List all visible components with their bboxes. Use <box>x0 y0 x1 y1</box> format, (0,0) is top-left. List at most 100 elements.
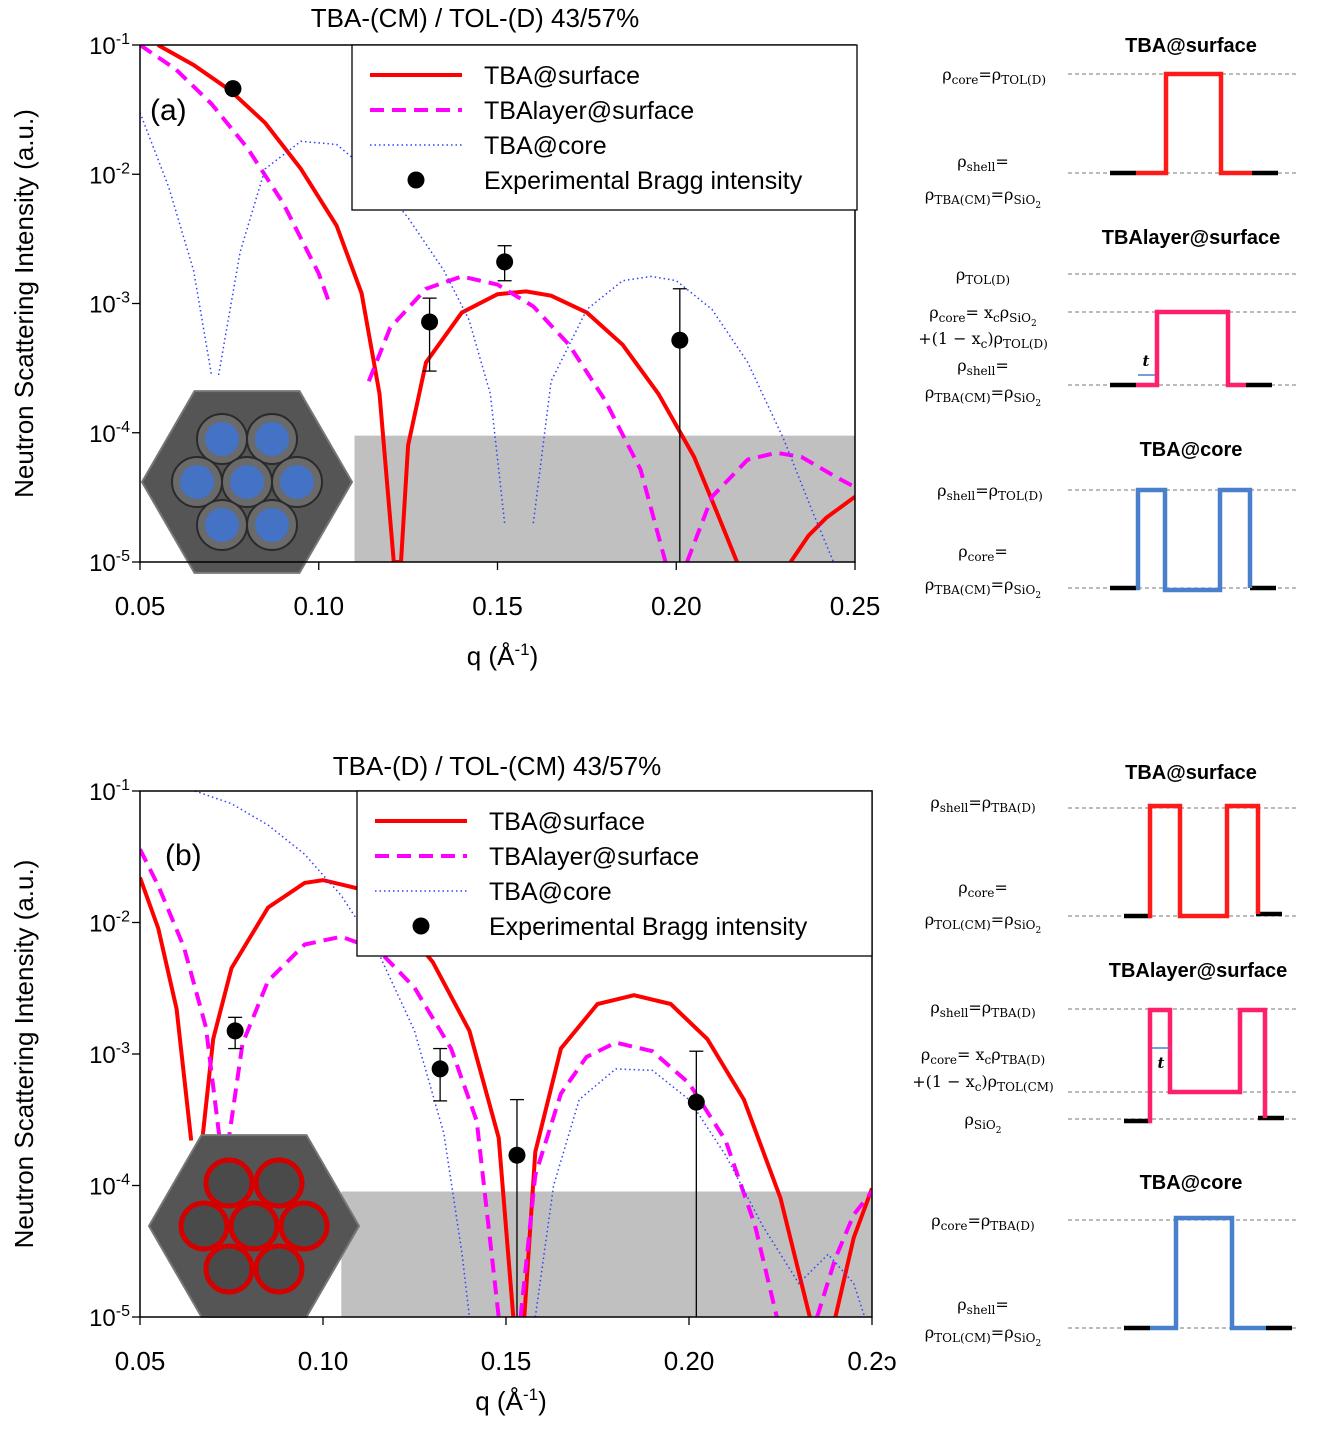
panel-label: (a) <box>150 94 187 127</box>
x-tick-label: 0.20 <box>664 1346 715 1376</box>
shaded-region <box>354 435 855 562</box>
pore-core <box>280 465 314 499</box>
x-axis-label: q (Å-1) <box>475 1385 546 1416</box>
pore-core <box>255 422 289 456</box>
x-tick-label: 0.25 <box>830 591 881 621</box>
y-axis-label: Neutron Scattering Intensity (a.u.) <box>9 109 39 498</box>
legend-box <box>356 790 873 957</box>
legend-swatch-point <box>407 171 425 189</box>
density-label: ρshell=ρTOL(D) <box>937 481 1043 503</box>
data-point <box>224 80 242 98</box>
pore-ring <box>228 1200 280 1252</box>
legend-label: TBA@surface <box>484 62 640 90</box>
y-tick-label: 10-5 <box>89 1303 130 1332</box>
density-label: +(1 − xc)ρTOL(D) <box>918 329 1048 351</box>
legend-box <box>351 44 858 211</box>
x-tick-label: 0.15 <box>481 1346 532 1376</box>
x-tick-label: 0.05 <box>115 591 166 621</box>
density-label: ρTOL(D) <box>956 265 1010 287</box>
data-point <box>431 1060 449 1078</box>
series-line-tba-core <box>140 112 213 376</box>
profile-line <box>1136 71 1252 176</box>
y-tick-label: 10-1 <box>89 31 130 60</box>
thickness-label: t <box>1158 1054 1165 1072</box>
series-line-tba-surface <box>140 876 194 1141</box>
density-label: ρcore= <box>958 542 1008 564</box>
pore-ring <box>203 1157 255 1209</box>
density-label: ρcore= xcρTBA(D) <box>921 1045 1045 1067</box>
profile-line <box>1147 803 1261 919</box>
series-line-tba-surface <box>522 993 812 1317</box>
chart-panel-a: 10-5 10-4 10-3 10-2 10-1 0.05 0.10 0.15 0.20 0.25… <box>9 3 880 671</box>
profile-line <box>1147 1007 1268 1124</box>
y-tick-label: 10-5 <box>89 548 130 577</box>
data-point <box>421 313 439 331</box>
series-line-tbalayer-surface <box>140 45 332 305</box>
x-tick-label: 0.05 <box>115 1346 166 1376</box>
plot-area <box>140 791 872 1317</box>
series-line-tba-core <box>534 1068 866 1317</box>
density-label: ρTBA(CM)=ρSiO2 <box>925 185 1041 211</box>
series-line-tba-surface <box>200 878 516 1317</box>
density-label: ρshell=ρTBA(D) <box>930 998 1035 1020</box>
data-point <box>687 1093 705 1111</box>
pore-ring <box>178 1200 230 1252</box>
legend-label: Experimental Bragg intensity <box>484 167 803 195</box>
density-label: ρTBA(CM)=ρSiO2 <box>925 575 1041 601</box>
series-line-tbalayer-surface <box>366 274 668 562</box>
series-line-tbalayer-surface <box>140 848 223 1147</box>
y-axis-label: Neutron Scattering Intensity (a.u.) <box>9 860 39 1249</box>
profile-title: TBA@core <box>1140 1172 1243 1194</box>
legend-label: Experimental Bragg intensity <box>489 913 808 941</box>
legend-label: TBA@surface <box>489 808 645 836</box>
density-label: ρTOL(CM)=ρSiO2 <box>925 910 1042 936</box>
profile-title: TBAlayer@surface <box>1102 227 1280 249</box>
density-label: +(1 − xc)ρTOL(CM) <box>912 1072 1053 1094</box>
density-label: ρshell=ρTBA(D) <box>930 793 1035 815</box>
density-label: ρcore= <box>958 878 1008 900</box>
legend-label: TBA@core <box>489 878 612 906</box>
profile-title: TBA@surface <box>1125 35 1257 57</box>
profile-title: TBA@core <box>1140 439 1243 461</box>
profile-line <box>1150 1215 1266 1331</box>
series-line-tba-surface <box>788 495 855 562</box>
profiles-b: TBA@surface ρshell=ρTBA(D) ρcore= ρTOL(CM)=… <box>912 762 1298 1349</box>
plot-area <box>140 45 855 562</box>
y-tick-label: 10-2 <box>89 909 130 938</box>
density-label: ρshell= <box>957 356 1008 378</box>
density-label: ρcore= xcρSiO2 <box>929 303 1037 329</box>
panel-label: (b) <box>165 839 202 872</box>
y-tick-label: 10-3 <box>89 1040 130 1069</box>
series-line-tba-surface <box>156 45 739 562</box>
density-label: ρshell= <box>957 152 1008 174</box>
profile-title: TBA@surface <box>1125 762 1257 784</box>
x-tick-label: 0.20 <box>651 591 702 621</box>
x-tick-label: 0.10 <box>293 591 344 621</box>
density-label: ρTBA(CM)=ρSiO2 <box>925 383 1041 409</box>
chart-panel-b: 10-5 10-4 10-3 10-2 10-1 0.05 0.10 0.15 0.20 0.2ɔ… <box>9 751 897 1416</box>
series-line-tbalayer-surface <box>815 1190 872 1317</box>
chart-title: TBA-(CM) / TOL-(D) 43/57% <box>311 3 639 33</box>
data-point <box>496 253 514 271</box>
density-label: ρSiO2 <box>964 1110 1001 1136</box>
x-tick-label: 0.2ɔ <box>847 1346 896 1376</box>
density-label: ρTOL(CM)=ρSiO2 <box>925 1323 1042 1349</box>
profile-title: TBAlayer@surface <box>1109 960 1287 982</box>
pore-ring <box>253 1157 305 1209</box>
density-label: ρcore=ρTOL(D) <box>942 65 1046 87</box>
profile-line <box>1136 309 1246 388</box>
y-tick-label: 10-4 <box>89 419 130 448</box>
legend-label: TBAlayer@surface <box>484 97 694 125</box>
y-tick-label: 10-4 <box>89 1172 130 1201</box>
x-tick-label: 0.15 <box>472 591 523 621</box>
series-line-tbalayer-surface <box>685 450 855 562</box>
y-tick-label: 10-3 <box>89 290 130 319</box>
series-line-tba-surface <box>833 1187 872 1317</box>
pore-core <box>205 508 239 542</box>
legend-label: TBAlayer@surface <box>489 843 699 871</box>
thickness-label: t <box>1143 352 1150 370</box>
profile-line <box>1135 487 1253 593</box>
pore-ring <box>203 1243 255 1295</box>
legend-label: TBA@core <box>484 132 607 160</box>
x-tick-label: 0.10 <box>298 1346 349 1376</box>
